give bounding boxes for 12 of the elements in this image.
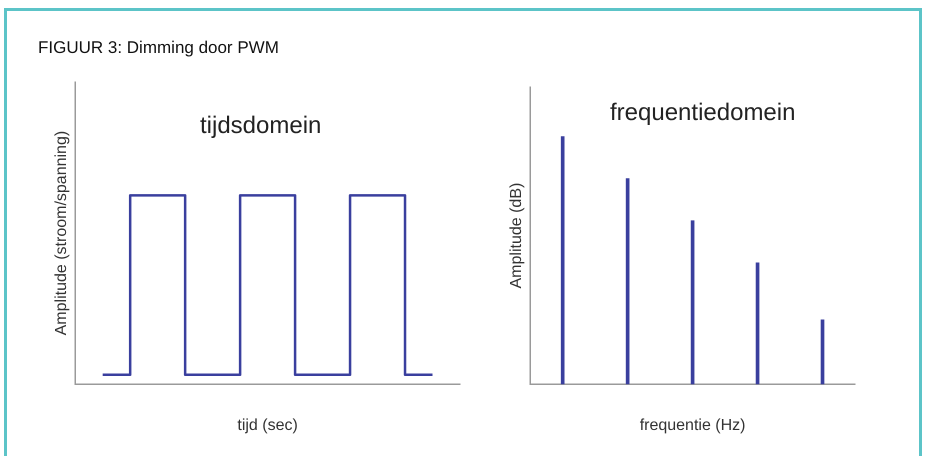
- bar: [560, 136, 565, 384]
- text: FIGUUR 3: Dimming door PWM: [38, 38, 279, 58]
- bar: [820, 319, 824, 384]
- chart-title: frequentiedomein: [610, 99, 796, 127]
- x-axis-title: frequentie (Hz): [640, 416, 746, 434]
- y-axis-title: Amplitude (dB): [508, 182, 526, 289]
- chart-title: tijdsdomein: [200, 112, 322, 140]
- bar: [626, 178, 630, 384]
- x-axis-title: tijd (sec): [237, 416, 298, 434]
- bar: [756, 262, 760, 384]
- bar: [690, 220, 694, 384]
- y-axis-title: Amplitude (stroom/spanning): [53, 130, 70, 336]
